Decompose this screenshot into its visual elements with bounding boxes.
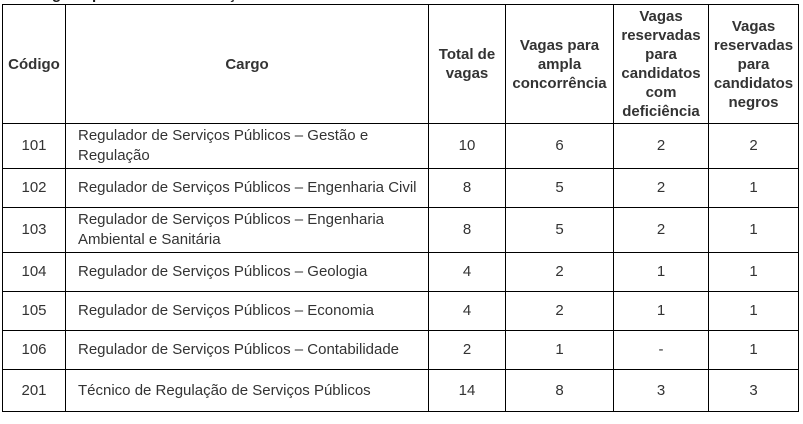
cropped-text-line: g p ç — [0, 0, 803, 3]
cell-total: 4 — [428, 252, 506, 292]
cell-cargo: Regulador de Serviços Públicos – Gestão … — [65, 123, 429, 169]
vacancies-table: Código Cargo Total de vagas Vagas para a… — [2, 4, 799, 412]
header-cell-ampla: Vagas para ampla concorrência — [505, 4, 614, 124]
cell-negros: 1 — [708, 168, 799, 208]
cell-deficiencia: - — [613, 330, 709, 370]
table-row: 105 Regulador de Serviços Públicos – Eco… — [2, 291, 799, 331]
cell-deficiencia: 2 — [613, 207, 709, 253]
cell-negros: 1 — [708, 207, 799, 253]
table-row: 101 Regulador de Serviços Públicos – Ges… — [2, 123, 799, 169]
cell-cargo: Regulador de Serviços Públicos – Engenha… — [65, 168, 429, 208]
table-header-row: Código Cargo Total de vagas Vagas para a… — [2, 4, 799, 124]
cell-cargo: Regulador de Serviços Públicos – Contabi… — [65, 330, 429, 370]
cell-total: 4 — [428, 291, 506, 331]
cell-total: 8 — [428, 168, 506, 208]
table-row: 201 Técnico de Regulação de Serviços Púb… — [2, 369, 799, 412]
cell-ampla: 2 — [505, 252, 614, 292]
cell-total: 14 — [428, 369, 506, 412]
table-row: 102 Regulador de Serviços Públicos – Eng… — [2, 168, 799, 208]
cell-total: 8 — [428, 207, 506, 253]
cell-negros: 3 — [708, 369, 799, 412]
cell-codigo: 105 — [2, 291, 66, 331]
header-cell-negros: Vagas reservadas para candidatos negros — [708, 4, 799, 124]
cell-cargo: Regulador de Serviços Públicos – Engenha… — [65, 207, 429, 253]
cell-ampla: 1 — [505, 330, 614, 370]
cell-codigo: 201 — [2, 369, 66, 412]
table-row: 104 Regulador de Serviços Públicos – Geo… — [2, 252, 799, 292]
cell-deficiencia: 2 — [613, 168, 709, 208]
cell-codigo: 102 — [2, 168, 66, 208]
cell-cargo: Técnico de Regulação de Serviços Público… — [65, 369, 429, 412]
cell-deficiencia: 2 — [613, 123, 709, 169]
cell-codigo: 104 — [2, 252, 66, 292]
header-cell-total: Total de vagas — [428, 4, 506, 124]
header-cell-cargo: Cargo — [65, 4, 429, 124]
cell-cargo: Regulador de Serviços Públicos – Geologi… — [65, 252, 429, 292]
cropped-text-fragment: g — [52, 0, 61, 3]
cell-deficiencia: 1 — [613, 252, 709, 292]
cropped-text-fragment: ç — [228, 0, 236, 3]
header-cell-codigo: Código — [2, 4, 66, 124]
cell-negros: 1 — [708, 291, 799, 331]
cell-total: 2 — [428, 330, 506, 370]
cell-ampla: 5 — [505, 207, 614, 253]
cell-deficiencia: 3 — [613, 369, 709, 412]
cell-deficiencia: 1 — [613, 291, 709, 331]
cell-cargo: Regulador de Serviços Públicos – Economi… — [65, 291, 429, 331]
cell-negros: 1 — [708, 330, 799, 370]
cell-ampla: 6 — [505, 123, 614, 169]
cell-ampla: 8 — [505, 369, 614, 412]
header-cell-deficiencia: Vagas reservadas para candidatos com def… — [613, 4, 709, 124]
cell-negros: 2 — [708, 123, 799, 169]
cell-negros: 1 — [708, 252, 799, 292]
cell-ampla: 5 — [505, 168, 614, 208]
cropped-text-fragment: p — [92, 0, 101, 3]
cell-codigo: 106 — [2, 330, 66, 370]
cell-codigo: 101 — [2, 123, 66, 169]
cell-codigo: 103 — [2, 207, 66, 253]
cell-ampla: 2 — [505, 291, 614, 331]
table-row: 106 Regulador de Serviços Públicos – Con… — [2, 330, 799, 370]
table-row: 103 Regulador de Serviços Públicos – Eng… — [2, 207, 799, 253]
cell-total: 10 — [428, 123, 506, 169]
